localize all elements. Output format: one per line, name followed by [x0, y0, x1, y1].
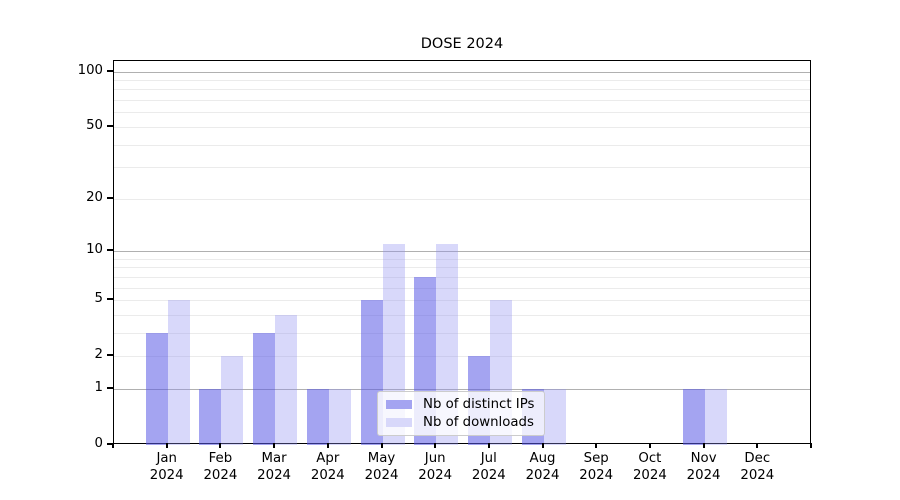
bar-feb-distinct-ips	[199, 388, 222, 445]
x-tick-label: Dec 2024	[740, 451, 775, 483]
x-tick-mark	[434, 443, 437, 448]
x-tick-mark	[756, 443, 759, 448]
x-tick-label: Jun 2024	[418, 451, 453, 483]
bar-mar-downloads	[275, 314, 298, 445]
legend-swatch-downloads	[386, 418, 412, 427]
x-tick-label: Aug 2024	[525, 451, 560, 483]
gridline-minor	[114, 144, 810, 146]
y-tick-mark	[107, 248, 113, 251]
bar-apr-distinct-ips	[306, 388, 329, 445]
legend: Nb of distinct IPs Nb of downloads	[377, 391, 545, 436]
y-tick-label: 100	[77, 62, 103, 78]
y-tick-mark	[107, 124, 113, 127]
y-tick-mark	[107, 443, 113, 445]
y-tick-mark	[107, 386, 113, 389]
x-tick-mark	[595, 443, 598, 448]
x-tick-label: May 2024	[364, 451, 399, 483]
x-tick-mark	[541, 443, 544, 448]
gridline-minor	[114, 167, 810, 169]
gridline-minor	[114, 300, 810, 301]
legend-label-downloads: Nb of downloads	[423, 415, 534, 430]
y-tick-mark	[107, 354, 113, 357]
x-tick-label: Jul 2024	[471, 451, 506, 483]
bar-jan-downloads	[167, 300, 190, 445]
y-tick-label: 5	[94, 291, 103, 306]
y-tick-mark	[107, 196, 113, 199]
gridline-major	[114, 388, 810, 390]
x-tick-label: Jan 2024	[149, 451, 184, 483]
legend-item-distinct-ips: Nb of distinct IPs	[386, 397, 536, 412]
y-tick-label: 0	[94, 436, 103, 451]
x-tick-mark	[326, 443, 329, 448]
x-tick-mark	[487, 443, 490, 448]
y-tick-label: 50	[86, 117, 103, 133]
x-tick-mark	[273, 443, 276, 448]
gridline-minor	[114, 356, 810, 358]
gridline-major	[114, 71, 810, 73]
gridline-minor	[114, 198, 810, 200]
x-tick-mark	[648, 443, 651, 448]
gridline-minor	[114, 79, 810, 81]
y-tick-mark	[107, 298, 113, 300]
x-tick-label: Sep 2024	[579, 451, 614, 483]
x-tick-mark	[219, 443, 222, 448]
bar-apr-downloads	[328, 388, 351, 445]
gridline-minor	[114, 314, 810, 316]
gridline-minor	[114, 112, 810, 114]
gridline-minor	[114, 89, 810, 91]
x-tick-mark	[165, 443, 168, 448]
bar-nov-downloads	[704, 388, 727, 445]
gridline-minor	[114, 267, 810, 269]
legend-item-downloads: Nb of downloads	[386, 415, 536, 430]
legend-label-distinct-ips: Nb of distinct IPs	[423, 397, 535, 412]
gridline-minor	[114, 258, 810, 260]
chart-title: DOSE 2024	[420, 36, 504, 52]
gridline-minor	[114, 100, 810, 101]
bar-feb-downloads	[221, 356, 244, 445]
x-tick-label: Mar 2024	[257, 451, 292, 483]
legend-swatch-distinct-ips	[386, 400, 412, 409]
y-tick-label: 2	[94, 347, 103, 363]
bar-mar-distinct-ips	[253, 332, 276, 445]
x-tick-label: Feb 2024	[203, 451, 238, 483]
bar-jan-distinct-ips	[145, 332, 168, 445]
bar-aug-downloads	[543, 388, 566, 445]
gridline-major	[114, 250, 810, 252]
y-tick-label: 20	[86, 189, 103, 205]
plot-area	[113, 60, 811, 445]
x-tick-mark	[380, 443, 383, 448]
gridline-minor	[114, 287, 810, 289]
x-tick-mark-edge	[810, 443, 812, 448]
gridline-minor	[114, 126, 810, 128]
gridline-minor	[114, 276, 810, 278]
x-tick-label: Nov 2024	[686, 451, 721, 483]
y-tick-label: 10	[86, 241, 103, 257]
bar-nov-distinct-ips	[682, 388, 705, 445]
x-tick-mark-edge	[112, 443, 114, 448]
gridline-minor	[114, 332, 810, 334]
y-tick-label: 1	[94, 379, 103, 395]
x-tick-label: Apr 2024	[310, 451, 345, 483]
y-tick-mark	[107, 69, 113, 72]
x-tick-label: Oct 2024	[632, 451, 667, 483]
x-tick-mark	[702, 443, 705, 448]
